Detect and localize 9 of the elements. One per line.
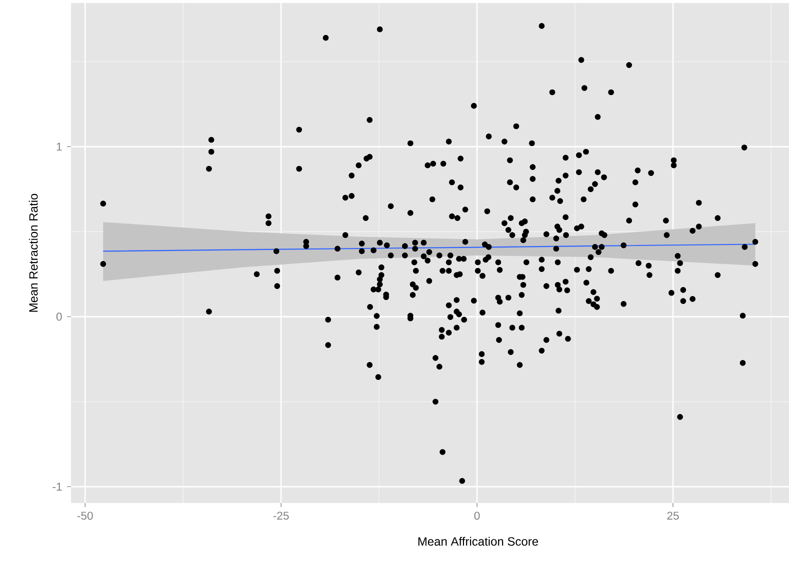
y-tick-label: 0 (56, 312, 62, 321)
y-axis-title: Mean Retraction Ratio (28, 194, 38, 312)
y-tick-label: -1 (52, 482, 62, 491)
x-tick-label: -50 (77, 512, 93, 520)
x-tick-label: 0 (474, 512, 480, 520)
x-tick-label: 25 (667, 512, 679, 520)
x-axis-title: Mean Affrication Score (418, 536, 538, 546)
x-tick-label: -25 (273, 512, 289, 520)
y-tick-label: 1 (56, 142, 62, 151)
